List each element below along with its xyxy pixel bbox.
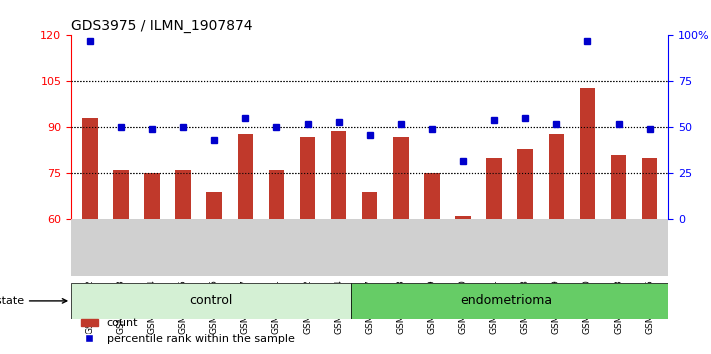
Bar [300,137,315,219]
Bar [393,137,409,219]
Bar [455,216,471,219]
Bar [176,170,191,219]
Bar [82,118,97,219]
Text: control: control [189,295,232,307]
Text: GDS3975 / ILMN_1907874: GDS3975 / ILMN_1907874 [71,19,252,33]
Bar [144,173,160,219]
Bar [237,133,253,219]
Bar [206,192,222,219]
Bar [579,87,595,219]
Bar [611,155,626,219]
Bar [113,170,129,219]
Bar [424,173,439,219]
Text: endometrioma: endometrioma [461,295,552,307]
Legend: count, percentile rank within the sample: count, percentile rank within the sample [77,314,299,348]
Bar [642,158,658,219]
Bar [486,158,502,219]
Bar [331,131,346,219]
Bar [362,192,378,219]
FancyBboxPatch shape [71,283,351,319]
FancyBboxPatch shape [351,283,668,319]
Text: disease state: disease state [0,296,67,306]
Bar [549,133,564,219]
Bar [518,149,533,219]
Bar [269,170,284,219]
